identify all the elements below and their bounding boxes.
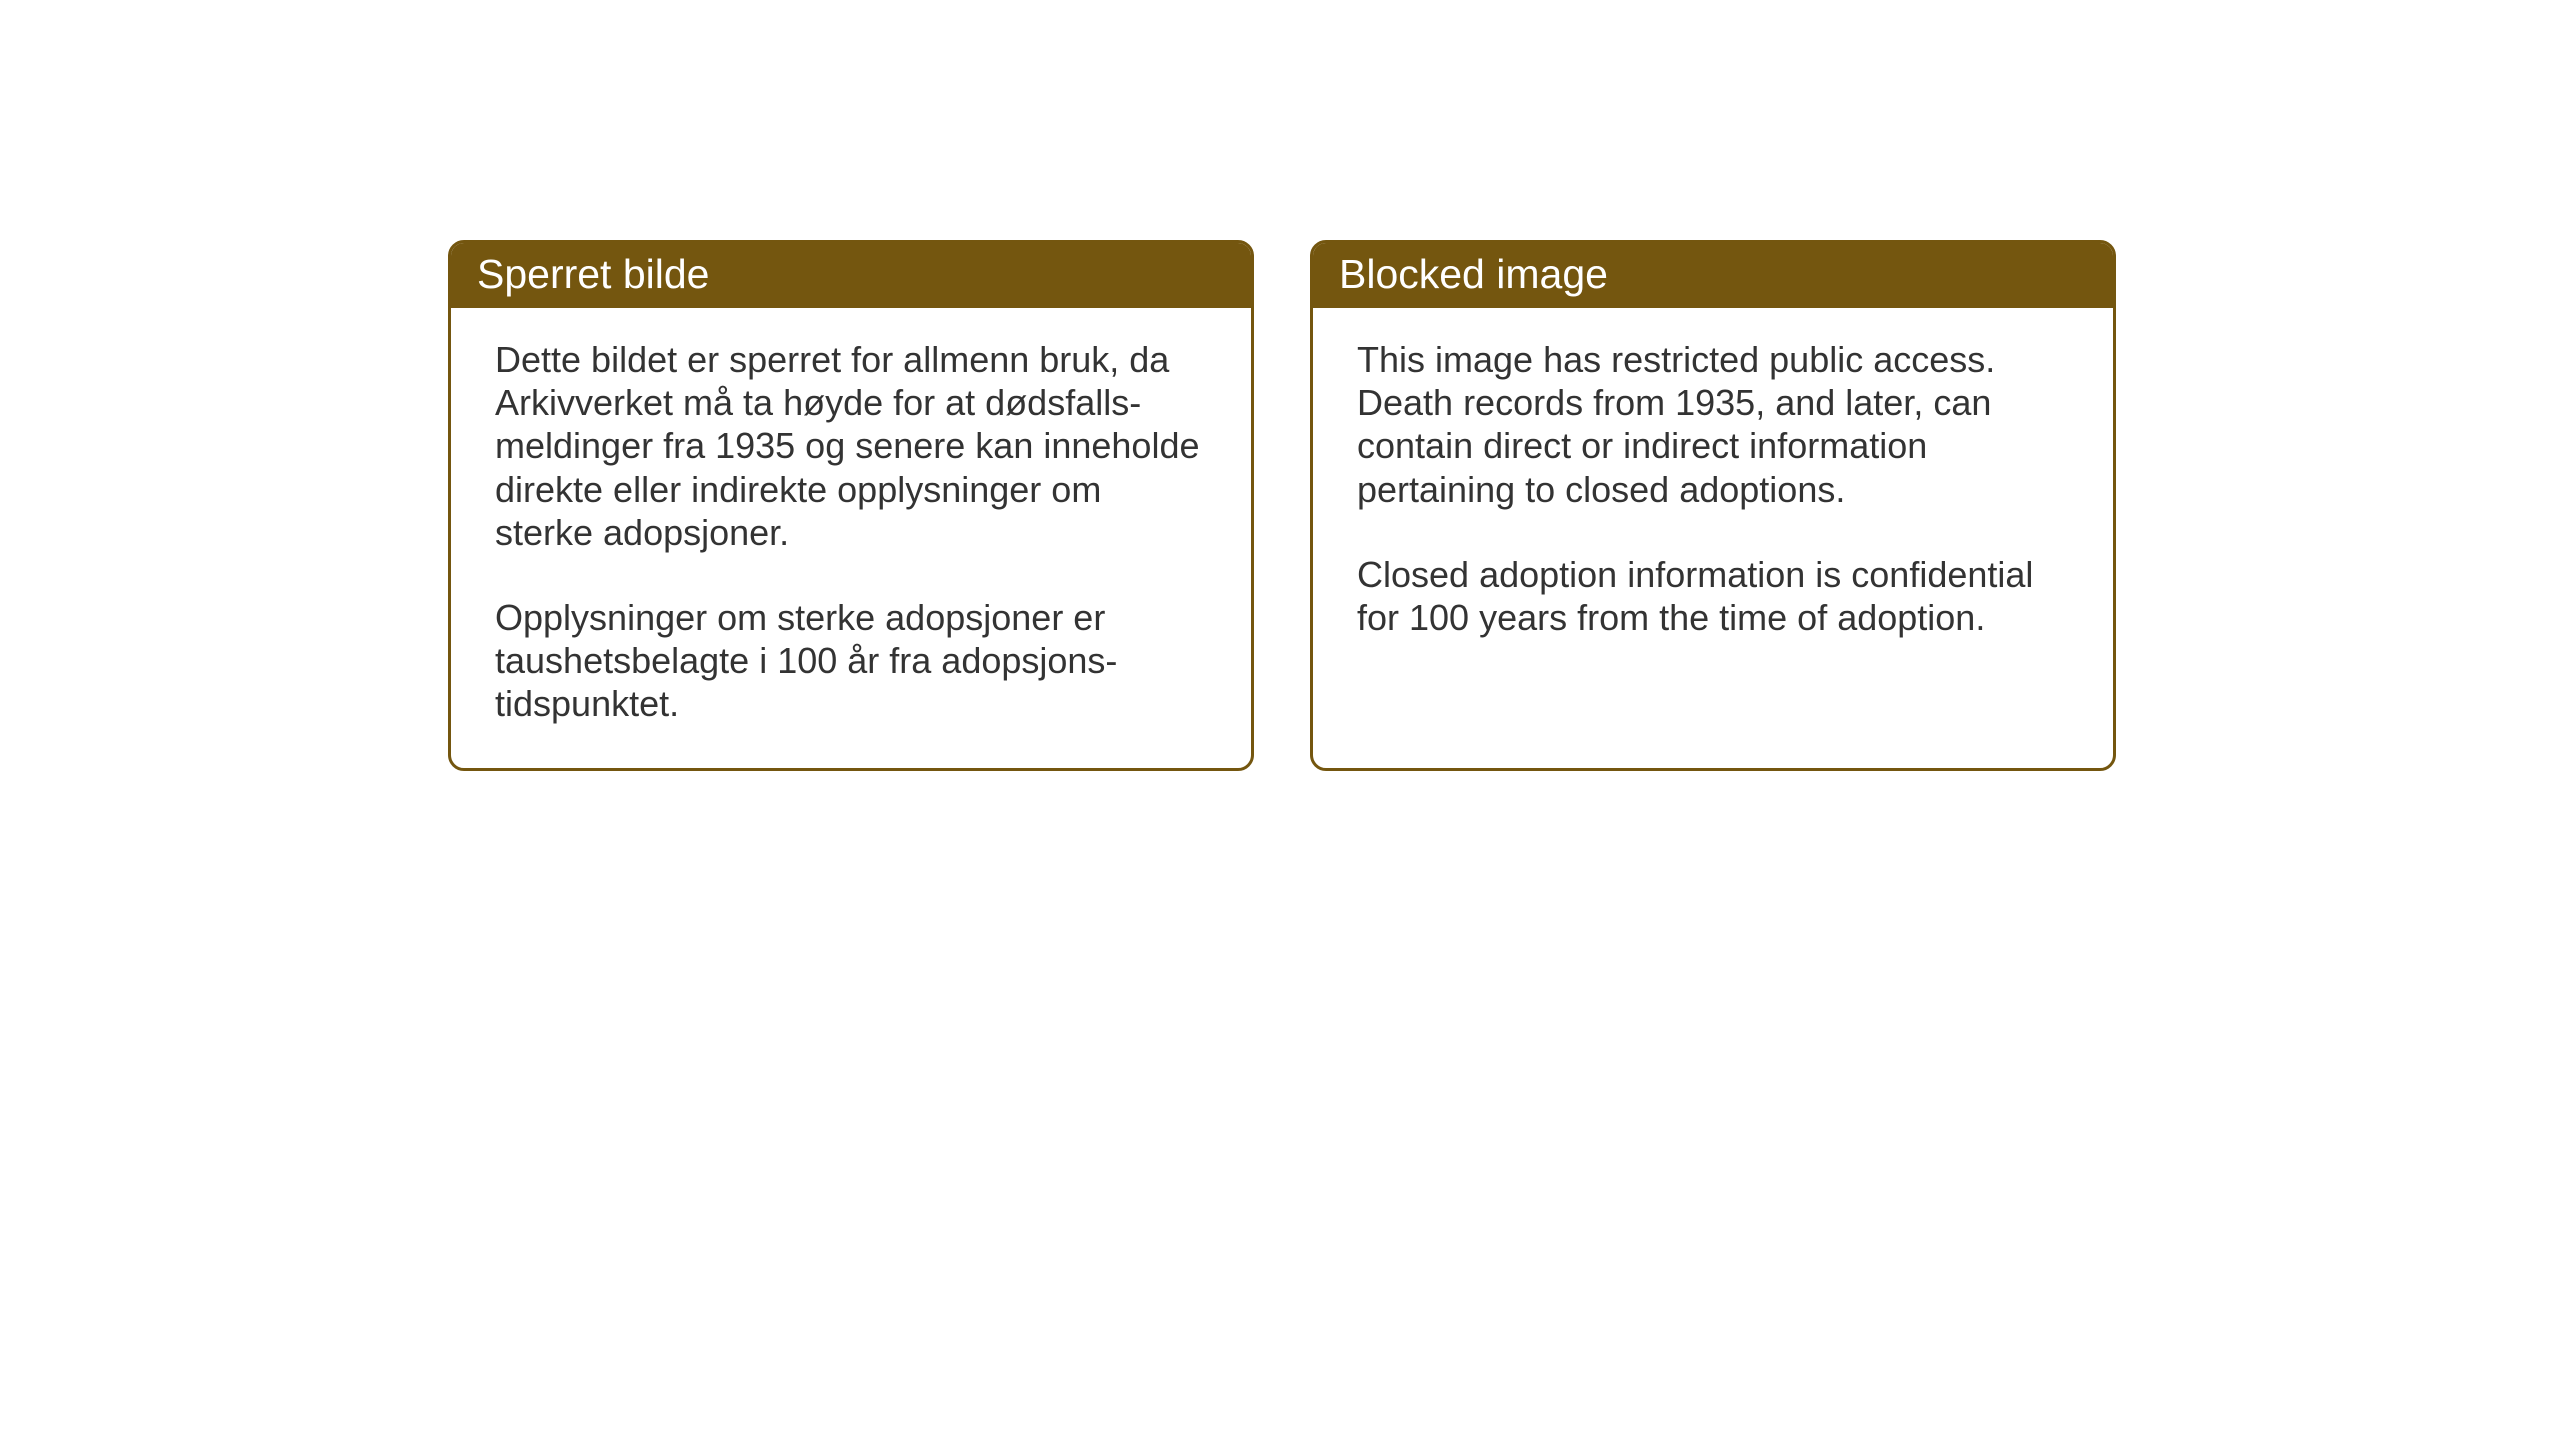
card-title-norwegian: Sperret bilde [477,251,709,297]
card-body-english: This image has restricted public access.… [1313,308,2113,681]
notice-paragraph-1-norwegian: Dette bildet er sperret for allmenn bruk… [495,338,1207,554]
card-header-norwegian: Sperret bilde [451,243,1251,308]
card-body-norwegian: Dette bildet er sperret for allmenn bruk… [451,308,1251,768]
card-title-english: Blocked image [1339,251,1608,297]
notice-paragraph-1-english: This image has restricted public access.… [1357,338,2069,511]
notice-paragraph-2-norwegian: Opplysninger om sterke adopsjoner er tau… [495,596,1207,726]
notice-card-english: Blocked image This image has restricted … [1310,240,2116,771]
notice-card-norwegian: Sperret bilde Dette bildet er sperret fo… [448,240,1254,771]
notice-paragraph-2-english: Closed adoption information is confident… [1357,553,2069,639]
card-header-english: Blocked image [1313,243,2113,308]
notice-cards-container: Sperret bilde Dette bildet er sperret fo… [448,240,2116,771]
